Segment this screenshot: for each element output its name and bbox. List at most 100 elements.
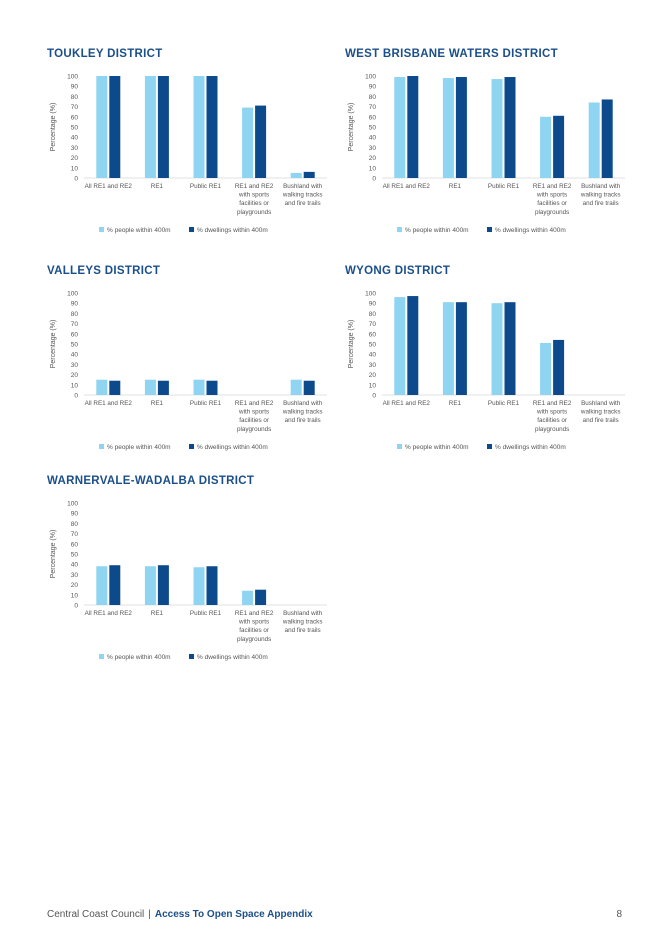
chart-title: VALLEYS DISTRICT xyxy=(47,265,161,277)
chart-title: TOUKLEY DISTRICT xyxy=(47,48,163,60)
x-tick-label: Public RE1 xyxy=(488,183,520,190)
chart-toukley: TOUKLEY DISTRICT 0 10 20 30 40 50 60 70 80 90 100 P… xyxy=(47,48,347,248)
bar xyxy=(144,76,156,178)
legend-swatch xyxy=(487,227,492,232)
y-tick-label: 20 xyxy=(71,582,79,589)
y-tick-label: 60 xyxy=(71,114,79,121)
x-tick-label: facilities or xyxy=(537,200,567,207)
legend-label: % dwellings within 400m xyxy=(197,654,268,661)
y-tick-label: 10 xyxy=(71,382,79,389)
x-tick-label: RE1 xyxy=(449,183,462,190)
bar xyxy=(242,590,254,605)
x-tick-label: and fire trails xyxy=(285,417,321,424)
y-tick-label: 50 xyxy=(369,125,377,132)
y-axis-label: Percentage (%) xyxy=(50,320,57,369)
chart-wyong: WYONG DISTRICT 0 10 20 30 40 50 60 70 80 90 100 Per… xyxy=(345,265,645,465)
y-tick-label: 50 xyxy=(369,342,377,349)
y-tick-label: 40 xyxy=(369,352,377,359)
footer-separator: | xyxy=(148,909,151,920)
chart-svg: 0 10 20 30 40 50 60 70 80 90 100 Percentage (%) All … xyxy=(50,501,327,661)
x-tick-label: RE1 and RE2 xyxy=(235,400,274,407)
bar xyxy=(290,379,302,395)
y-tick-label: 80 xyxy=(369,94,377,101)
y-tick-label: 100 xyxy=(67,291,78,298)
x-tick-label: Public RE1 xyxy=(190,400,222,407)
footer-document-title: Access To Open Space Appendix xyxy=(154,909,313,920)
y-tick-label: 90 xyxy=(369,84,377,91)
y-tick-label: 40 xyxy=(71,135,79,142)
y-tick-label: 90 xyxy=(71,511,79,518)
legend-label: % dwellings within 400m xyxy=(197,227,268,234)
x-tick-label: with sports xyxy=(536,409,567,416)
chart-svg: 0 10 20 30 40 50 60 70 80 90 100 Percentage (%) All … xyxy=(348,74,625,234)
footer-organisation: Central Coast Council xyxy=(47,909,145,920)
y-tick-label: 70 xyxy=(369,104,377,111)
y-tick-label: 20 xyxy=(71,372,79,379)
x-tick-label: Public RE1 xyxy=(488,400,520,407)
y-tick-label: 40 xyxy=(71,562,79,569)
chart-title: WEST BRISBANE WATERS DISTRICT xyxy=(345,48,558,60)
x-tick-label: Public RE1 xyxy=(190,183,222,190)
y-tick-label: 20 xyxy=(369,372,377,379)
x-tick-label: All RE1 and RE2 xyxy=(85,400,133,407)
legend-label: % dwellings within 400m xyxy=(197,444,268,451)
bar xyxy=(157,380,169,395)
page-number: 8 xyxy=(616,909,622,920)
y-tick-label: 80 xyxy=(71,521,79,528)
bar xyxy=(255,105,267,178)
y-tick-label: 30 xyxy=(71,145,79,152)
bar xyxy=(407,296,419,395)
bar xyxy=(206,566,218,605)
x-tick-label: with sports xyxy=(238,409,269,416)
bar xyxy=(206,380,218,395)
x-tick-label: facilities or xyxy=(239,200,269,207)
x-tick-label: RE1 and RE2 xyxy=(533,183,572,190)
x-tick-label: and fire trails xyxy=(285,627,321,634)
bar xyxy=(455,302,467,395)
legend-label: % people within 400m xyxy=(405,444,469,451)
bar xyxy=(255,589,267,605)
bar xyxy=(144,379,156,395)
y-tick-label: 0 xyxy=(74,176,78,183)
x-tick-label: RE1 xyxy=(151,400,164,407)
x-tick-label: Bushland with xyxy=(283,183,323,190)
legend-label: % people within 400m xyxy=(107,227,171,234)
x-tick-label: playgrounds xyxy=(237,426,271,433)
y-tick-label: 80 xyxy=(71,311,79,318)
y-tick-label: 80 xyxy=(369,311,377,318)
bar xyxy=(144,566,156,605)
y-tick-label: 70 xyxy=(369,321,377,328)
bar xyxy=(109,76,121,178)
y-tick-label: 0 xyxy=(74,393,78,400)
bar xyxy=(407,76,419,178)
bar xyxy=(157,565,169,605)
x-tick-label: and fire trails xyxy=(583,417,619,424)
y-tick-label: 20 xyxy=(369,155,377,162)
y-axis-label: Percentage (%) xyxy=(50,530,57,579)
x-tick-label: All RE1 and RE2 xyxy=(85,610,133,617)
y-tick-label: 30 xyxy=(71,572,79,579)
x-tick-label: RE1 xyxy=(449,400,462,407)
x-tick-label: and fire trails xyxy=(583,200,619,207)
y-tick-label: 10 xyxy=(369,382,377,389)
y-tick-label: 0 xyxy=(74,603,78,610)
x-tick-label: facilities or xyxy=(239,627,269,634)
bar xyxy=(193,379,205,395)
x-tick-label: Bushland with xyxy=(581,400,621,407)
bar xyxy=(601,99,613,178)
y-tick-label: 30 xyxy=(71,362,79,369)
y-tick-label: 60 xyxy=(369,331,377,338)
y-tick-label: 70 xyxy=(71,104,79,111)
chart-west-brisbane-waters: WEST BRISBANE WATERS DISTRICT 0 10 20 30 40 5… xyxy=(345,48,645,248)
x-tick-label: Public RE1 xyxy=(190,610,222,617)
bar xyxy=(303,171,315,178)
bar xyxy=(109,565,121,605)
x-tick-label: walking tracks xyxy=(282,409,323,416)
bar xyxy=(540,116,552,178)
y-tick-label: 20 xyxy=(71,155,79,162)
y-tick-label: 30 xyxy=(369,145,377,152)
x-tick-label: walking tracks xyxy=(580,409,621,416)
x-tick-label: walking tracks xyxy=(282,619,323,626)
x-tick-label: and fire trails xyxy=(285,200,321,207)
bar xyxy=(394,297,406,395)
